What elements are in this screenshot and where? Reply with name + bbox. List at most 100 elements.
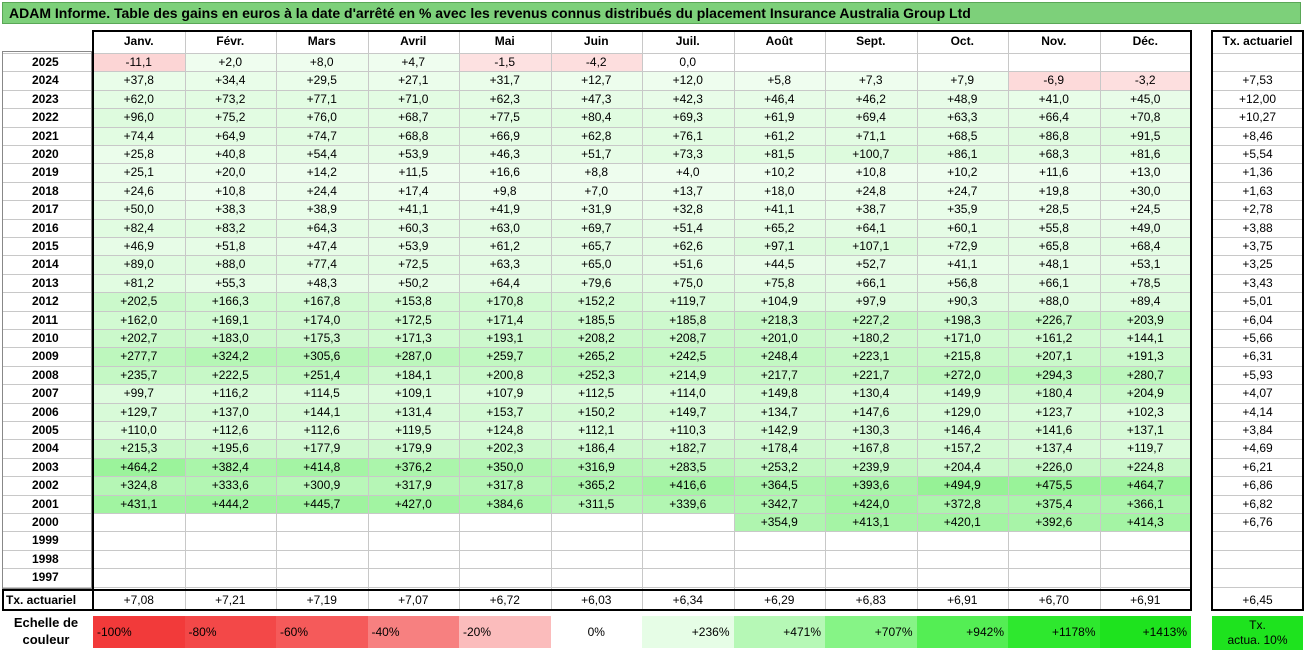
footer-rate-cell: +6,03 bbox=[581, 592, 612, 607]
gain-cell: +14,2 bbox=[276, 163, 368, 182]
gain-cell bbox=[825, 568, 917, 587]
gain-cell: +34,4 bbox=[184, 71, 276, 90]
table-row: 2018 +24,6 +10,8 +24,4 +17,4 +9,8 +7,0 +13,7 +18… bbox=[2, 181, 1303, 201]
gain-cell: +137,1 bbox=[1099, 421, 1191, 440]
gain-cell: +65,2 bbox=[733, 218, 825, 237]
row-divider bbox=[1212, 108, 1303, 110]
gain-cell: +300,9 bbox=[276, 476, 368, 495]
gain-cell: +63,3 bbox=[459, 255, 551, 274]
gain-cell: +9,8 bbox=[459, 181, 551, 201]
gain-cell: +366,1 bbox=[1099, 494, 1191, 513]
rate-cell: +2,78 bbox=[1242, 202, 1273, 217]
rate-cell: +6,21 bbox=[1242, 459, 1273, 474]
rate-cell: +1,63 bbox=[1242, 183, 1273, 198]
gain-cell: +112,6 bbox=[276, 421, 368, 440]
gain-cell: +242,5 bbox=[642, 347, 734, 366]
gain-cell: +214,9 bbox=[642, 365, 734, 385]
gain-cell: +324,2 bbox=[184, 347, 276, 366]
gain-cell: +53,1 bbox=[1099, 255, 1191, 274]
gain-cell bbox=[825, 531, 917, 550]
gain-cell: +66,9 bbox=[459, 126, 551, 145]
row-divider bbox=[1212, 531, 1303, 533]
gain-cell: +24,6 bbox=[93, 181, 185, 201]
gain-cell: +46,9 bbox=[93, 237, 185, 256]
gain-cell bbox=[367, 513, 459, 532]
gain-cell: +90,3 bbox=[916, 292, 1008, 311]
gain-cell: +124,8 bbox=[459, 421, 551, 440]
gain-cell: +31,9 bbox=[550, 200, 642, 219]
gain-cell: +78,5 bbox=[1099, 273, 1191, 293]
rate-cell: +6,86 bbox=[1242, 478, 1273, 493]
gain-cell: +107,9 bbox=[459, 384, 551, 403]
table-row: 1997 bbox=[2, 568, 1303, 587]
gain-cell: +287,0 bbox=[367, 347, 459, 366]
gain-cell: +53,9 bbox=[367, 237, 459, 256]
gain-cell: +75,0 bbox=[642, 273, 734, 293]
gain-cell: +208,2 bbox=[550, 329, 642, 348]
gain-cell: +76,1 bbox=[642, 126, 734, 145]
rate-legend-line2: actua. 10% bbox=[1227, 633, 1288, 647]
gain-cell: +317,9 bbox=[367, 476, 459, 495]
month-header: Déc. bbox=[1132, 34, 1158, 48]
table-row: 2008 +235,7 +222,5 +251,4 +184,1 +200,8 +252,3… bbox=[2, 365, 1303, 385]
gain-cell: +392,6 bbox=[1008, 513, 1100, 532]
row-divider bbox=[2, 53, 1191, 54]
gain-cell: +130,4 bbox=[825, 384, 917, 403]
row-divider bbox=[2, 549, 1191, 551]
row-divider bbox=[2, 108, 1191, 110]
year-label: 2011 bbox=[32, 312, 59, 327]
gain-cell: +171,3 bbox=[367, 329, 459, 348]
row-divider bbox=[1212, 53, 1303, 54]
gain-cell: +68,8 bbox=[367, 126, 459, 145]
row-divider bbox=[1212, 384, 1303, 386]
gain-cell: +51,8 bbox=[184, 237, 276, 256]
gain-cell bbox=[642, 568, 734, 587]
gain-cell: +66,4 bbox=[1008, 108, 1100, 127]
gain-cell bbox=[1099, 53, 1191, 72]
table-row: 2025 -11,1 +2,0 +8,0 +4,7 -1,5 -4,2 0,0 bbox=[2, 53, 1303, 72]
gain-cell: +30,0 bbox=[1099, 181, 1191, 201]
gain-cell bbox=[916, 531, 1008, 550]
row-divider bbox=[2, 586, 1191, 588]
gain-cell bbox=[184, 531, 276, 550]
gain-cell bbox=[93, 568, 185, 587]
gain-cell: +17,4 bbox=[367, 181, 459, 201]
gain-cell: +69,7 bbox=[550, 218, 642, 237]
gain-cell bbox=[733, 549, 825, 569]
gain-cell: +52,7 bbox=[825, 255, 917, 274]
gain-cell: +137,0 bbox=[184, 402, 276, 421]
gain-cell bbox=[1008, 568, 1100, 587]
gain-cell: +81,6 bbox=[1099, 145, 1191, 164]
gain-cell bbox=[276, 549, 368, 569]
rate-cell: +4,07 bbox=[1242, 386, 1273, 401]
gain-cell: +62,8 bbox=[550, 126, 642, 145]
gain-cell bbox=[93, 513, 185, 532]
gain-cell: +161,2 bbox=[1008, 329, 1100, 348]
gain-cell: +109,1 bbox=[367, 384, 459, 403]
row-divider bbox=[2, 273, 1191, 275]
column-divider bbox=[367, 30, 369, 611]
rate-cell: +10,27 bbox=[1238, 110, 1277, 125]
rate-cell: +3,25 bbox=[1242, 257, 1273, 272]
gain-cell: +280,7 bbox=[1099, 365, 1191, 385]
gain-cell: +171,4 bbox=[459, 310, 551, 329]
rate-cell: +6,04 bbox=[1242, 312, 1273, 327]
color-scale-step: +942% bbox=[916, 616, 1008, 648]
header-row: Janv. Févr. Mars Avril Mai Juin Juil. Août Sept.… bbox=[2, 30, 1303, 48]
rate-cell: +5,01 bbox=[1242, 294, 1273, 309]
rate-cell: +3,88 bbox=[1242, 220, 1273, 235]
color-scale-step: +707% bbox=[825, 616, 917, 648]
gain-cell: +28,5 bbox=[1008, 200, 1100, 219]
footer-rate-cell: +7,21 bbox=[215, 592, 246, 607]
row-divider bbox=[1212, 439, 1303, 441]
gain-cell: +16,6 bbox=[459, 163, 551, 182]
row-divider bbox=[2, 421, 1191, 422]
gain-cell: +73,3 bbox=[642, 145, 734, 164]
year-label: 2015 bbox=[32, 239, 59, 253]
year-label: 2020 bbox=[32, 147, 59, 161]
gain-cell: +169,1 bbox=[184, 310, 276, 329]
gain-cell: +71,1 bbox=[825, 126, 917, 145]
year-label: 2010 bbox=[32, 331, 59, 345]
gain-cell: +218,3 bbox=[733, 310, 825, 329]
rate-cell bbox=[1212, 550, 1303, 568]
